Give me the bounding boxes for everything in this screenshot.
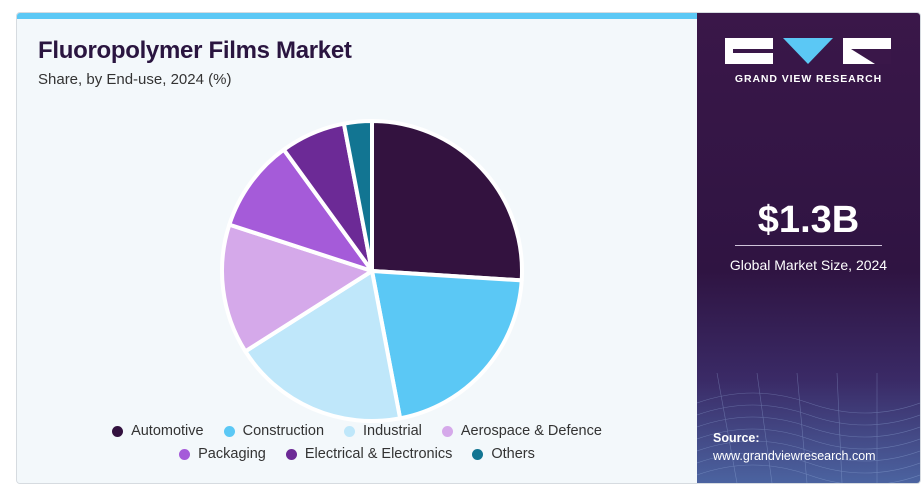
legend-label: Packaging [198,446,266,462]
legend-swatch [285,448,297,460]
chart-subtitle: Share, by End-use, 2024 (%) [38,71,232,88]
legend-label: Industrial [363,423,422,439]
legend-label: Others [491,446,535,462]
legend-row-2: Packaging Electrical & Electronics Other… [17,446,697,462]
legend-item-packaging: Packaging [179,446,266,462]
pie-chart [220,119,524,423]
pie-slice-construction [370,269,524,421]
market-size-value: $1.3B [757,199,860,241]
legend-label: Electrical & Electronics [304,446,453,462]
legend-label: Automotive [131,423,204,439]
legend-swatch [441,425,453,437]
grand-view-research-logo [725,38,891,64]
brand-name: GRAND VIEW RESEARCH [734,73,883,85]
legend-swatch [223,425,235,437]
pie-slice-aerospace-defence [220,222,374,354]
chart-title: Fluoropolymer Films Market [38,37,352,64]
pie-slice-others [341,119,374,273]
pie-slice-industrial [243,269,403,423]
info-sidebar: GRAND VIEW RESEARCH $1.3B Global Market … [697,13,920,483]
market-size-label: Global Market Size, 2024 [729,257,888,273]
pie-slice-packaging [227,147,374,273]
legend-swatch [112,425,124,437]
legend-swatch [344,425,356,437]
chart-panel: Fluoropolymer Films Market Share, by End… [17,13,697,483]
legend-swatch [472,448,484,460]
legend-swatch [179,448,191,460]
pie-slice-automotive [370,119,524,283]
legend-row-1: Automotive Construction Industrial Aeros… [17,423,697,439]
legend-item-industrial: Industrial [344,423,422,439]
source-url: www.grandviewresearch.com [713,449,876,463]
legend-item-aerospace-defence: Aerospace & Defence [441,423,602,439]
accent-bar [17,13,697,19]
legend-label: Construction [242,423,325,439]
infographic-card: Fluoropolymer Films Market Share, by End… [16,12,921,484]
legend-item-electrical-electronics: Electrical & Electronics [285,446,453,462]
legend-label: Aerospace & Defence [460,423,602,439]
divider [735,245,882,246]
legend-item-others: Others [472,446,535,462]
source-label: Source: [713,431,760,445]
legend-item-automotive: Automotive [112,423,204,439]
legend-item-construction: Construction [223,423,325,439]
wave-pattern-decoration [697,373,920,483]
